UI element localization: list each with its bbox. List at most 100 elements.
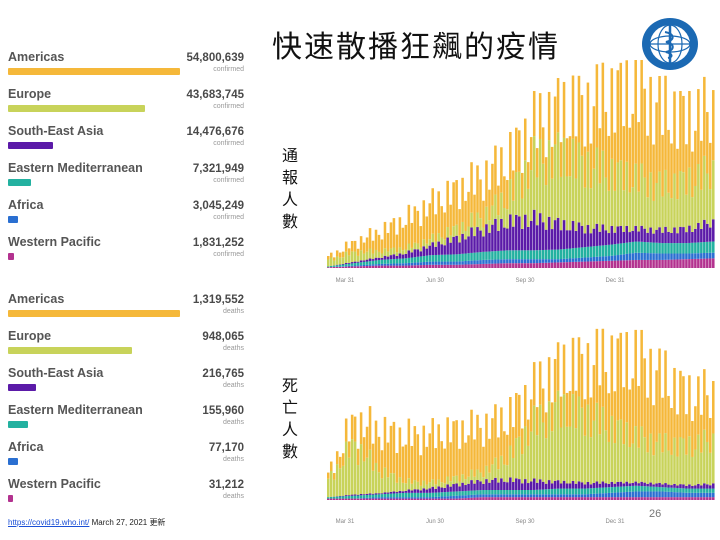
daily-bar bbox=[416, 497, 420, 499]
daily-bar bbox=[392, 265, 396, 268]
daily-bar bbox=[440, 498, 443, 500]
daily-bar bbox=[646, 497, 649, 500]
daily-bar bbox=[518, 171, 521, 217]
daily-bar bbox=[512, 458, 515, 482]
daily-bar bbox=[428, 488, 432, 493]
daily-bar bbox=[374, 257, 378, 261]
region-row: Americas 54,800,639 confirmed bbox=[0, 50, 260, 87]
daily-bar bbox=[598, 256, 602, 262]
daily-bar bbox=[634, 252, 637, 260]
daily-bar bbox=[488, 232, 491, 252]
daily-bar bbox=[541, 481, 545, 490]
daily-bar bbox=[440, 482, 443, 488]
daily-bar bbox=[607, 260, 611, 268]
daily-bar bbox=[350, 262, 354, 264]
x-tick-label: Mar 31 bbox=[336, 278, 355, 284]
daily-bar bbox=[398, 490, 402, 494]
daily-bar bbox=[661, 397, 664, 453]
daily-bar bbox=[682, 488, 685, 493]
daily-bar bbox=[679, 497, 682, 500]
daily-bar bbox=[556, 259, 560, 263]
daily-bar bbox=[335, 498, 339, 500]
daily-bar bbox=[691, 197, 694, 232]
daily-bar bbox=[401, 265, 405, 268]
daily-bar bbox=[697, 488, 700, 493]
daily-bar bbox=[664, 350, 667, 434]
daily-bar bbox=[407, 257, 411, 263]
daily-bar bbox=[682, 484, 685, 489]
daily-bar bbox=[568, 230, 572, 249]
daily-bar bbox=[643, 358, 646, 438]
daily-bar bbox=[562, 494, 566, 498]
daily-bar bbox=[709, 241, 712, 253]
daily-bar bbox=[634, 481, 637, 486]
daily-bar bbox=[550, 229, 554, 250]
daily-bar bbox=[544, 185, 548, 230]
daily-bar bbox=[356, 495, 360, 499]
region-unit: confirmed bbox=[213, 103, 244, 110]
daily-bar bbox=[377, 260, 381, 265]
daily-bar bbox=[476, 260, 479, 265]
daily-bar bbox=[428, 498, 432, 500]
daily-bar bbox=[700, 492, 703, 498]
daily-bar bbox=[500, 218, 503, 251]
daily-bar bbox=[338, 456, 342, 469]
daily-bar bbox=[688, 436, 691, 485]
daily-bar bbox=[374, 264, 378, 266]
daily-bar bbox=[538, 213, 542, 251]
daily-bar bbox=[482, 477, 485, 484]
daily-bar bbox=[640, 259, 643, 268]
daily-bar bbox=[547, 216, 551, 250]
daily-bar bbox=[419, 498, 423, 500]
daily-bar bbox=[646, 259, 649, 268]
daily-bar bbox=[694, 406, 697, 450]
daily-bar bbox=[607, 244, 611, 257]
daily-bar bbox=[631, 253, 634, 261]
daily-bar bbox=[401, 258, 405, 264]
daily-bar bbox=[392, 498, 396, 500]
daily-bar bbox=[676, 253, 679, 260]
daily-bar bbox=[565, 497, 569, 500]
daily-bar bbox=[512, 490, 515, 495]
daily-bar bbox=[518, 494, 521, 498]
daily-bar bbox=[365, 237, 369, 252]
daily-bar bbox=[500, 407, 503, 456]
daily-bar bbox=[670, 408, 673, 455]
daily-bar bbox=[622, 486, 626, 493]
daily-bar bbox=[392, 259, 396, 264]
daily-bar bbox=[526, 445, 530, 484]
daily-bar bbox=[586, 82, 590, 152]
daily-bar bbox=[494, 218, 497, 252]
daily-bar bbox=[332, 479, 336, 497]
daily-bar bbox=[628, 486, 631, 492]
daily-bar bbox=[568, 390, 572, 427]
daily-bar bbox=[359, 250, 363, 261]
daily-bar bbox=[431, 498, 434, 500]
daily-bar bbox=[580, 497, 584, 500]
daily-bar bbox=[661, 232, 664, 244]
daily-bar bbox=[365, 251, 369, 260]
daily-bar bbox=[607, 135, 611, 191]
daily-bar bbox=[571, 221, 575, 249]
daily-bar bbox=[335, 451, 339, 465]
daily-bar bbox=[583, 233, 587, 248]
daily-bar bbox=[580, 95, 584, 156]
region-row: Africa 77,170 deaths bbox=[0, 440, 260, 477]
daily-bar bbox=[383, 493, 387, 498]
region-name: Western Pacific bbox=[8, 477, 101, 491]
daily-bar bbox=[398, 477, 402, 491]
daily-bar bbox=[473, 476, 476, 484]
daily-bar bbox=[571, 394, 575, 481]
daily-bar bbox=[521, 263, 524, 268]
daily-bar bbox=[595, 481, 599, 488]
daily-bar bbox=[559, 488, 563, 495]
daily-bar bbox=[347, 263, 351, 266]
daily-bar bbox=[700, 497, 703, 500]
daily-bar bbox=[640, 60, 643, 164]
daily-bar bbox=[344, 241, 348, 252]
source-link[interactable]: https://covid19.who.int/ bbox=[8, 518, 90, 527]
daily-bar bbox=[592, 246, 596, 257]
daily-bar bbox=[538, 138, 542, 214]
daily-bar bbox=[544, 438, 548, 484]
daily-bar bbox=[503, 490, 506, 495]
